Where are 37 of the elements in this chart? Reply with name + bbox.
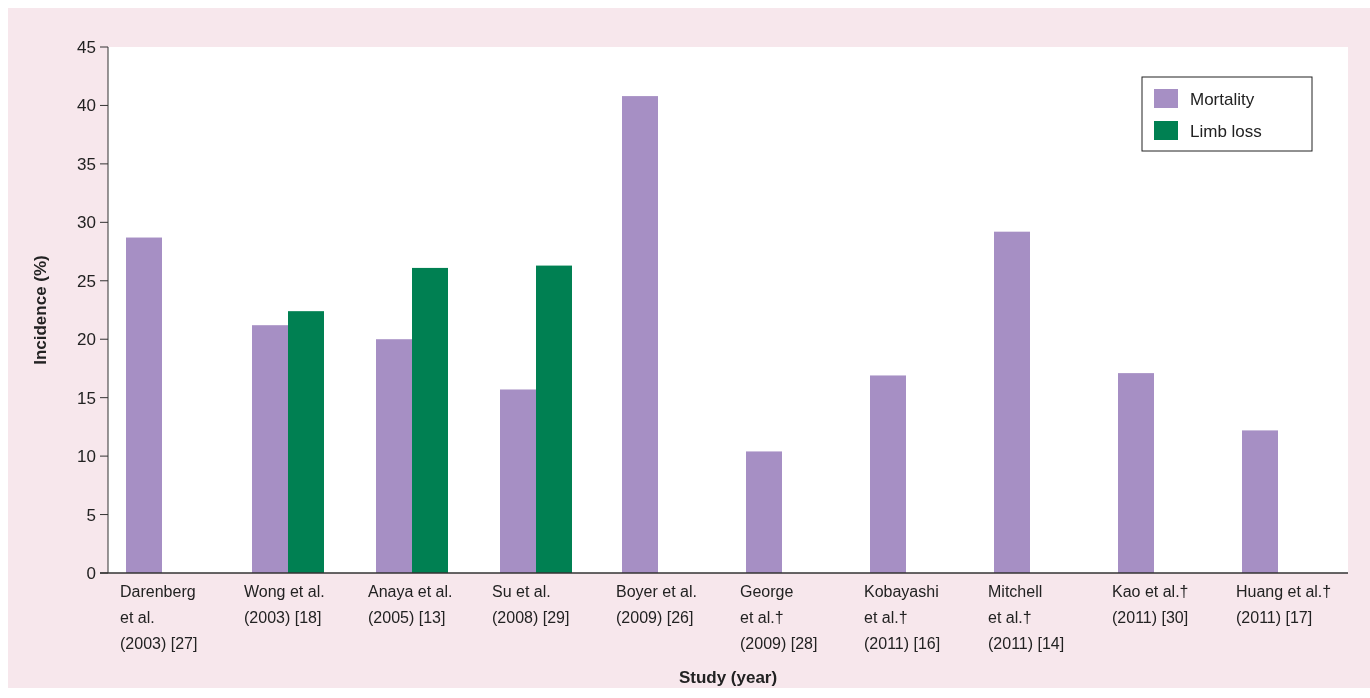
y-tick-label: 20 [77,330,96,350]
x-tick-label: Darenberg et al. (2003) [27] [120,583,198,652]
bar [622,96,658,573]
x-axis-title: Study (year) [678,668,778,687]
bar [126,237,162,573]
bar [994,231,1030,573]
bar [1118,373,1154,573]
x-tick-label: Kobayashi et al.† (2011) [16] [864,583,941,652]
x-tick-label: Boyer et al. (2009) [26] [616,583,697,626]
y-tick-label: 10 [77,447,96,467]
x-tick-label: George et al.† (2009) [28] [740,583,818,652]
y-tick-label: 15 [77,388,96,408]
y-tick-label: 35 [77,154,96,174]
x-tick-label: Mitchell et al.† (2011) [14] [988,583,1065,652]
y-tick-label: 0 [86,563,96,583]
y-tick-label: 40 [77,96,96,116]
x-tick-label: Wong et al. (2003) [18] [244,583,325,626]
bar [252,325,288,573]
bar [412,267,448,573]
bar [1242,430,1278,573]
legend-label: Mortality [1190,89,1255,109]
x-tick-label: Kao et al.† (2011) [30] [1112,583,1189,626]
y-axis-title: Incidence (%) [31,255,50,365]
bar [288,311,324,573]
x-tick-label: Huang et al.† (2011) [17] [1236,583,1332,626]
y-tick-label: 25 [77,271,96,291]
bar [870,375,906,573]
y-tick-label: 5 [86,505,96,525]
legend-label: Limb loss [1190,121,1262,141]
x-tick-label: Anaya et al. (2005) [13] [368,583,453,626]
bar [376,339,412,573]
bar [536,265,572,573]
x-tick-label: Su et al. (2008) [29] [492,583,570,626]
bar [500,389,536,573]
y-tick-label: 45 [77,37,96,57]
bar [746,451,782,573]
y-tick-label: 30 [77,213,96,233]
